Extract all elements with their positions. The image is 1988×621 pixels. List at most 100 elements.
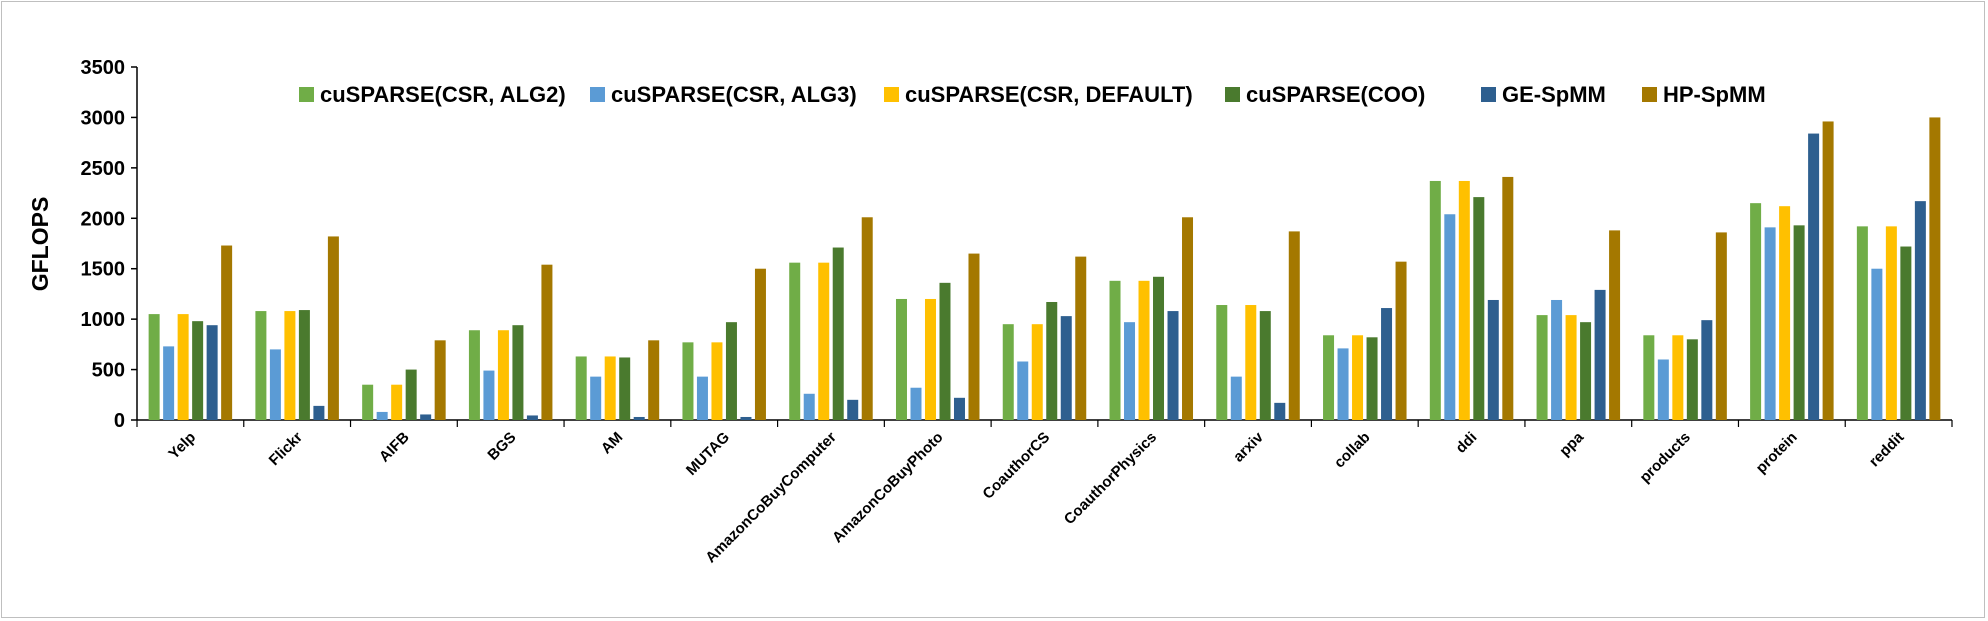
x-tick-label: CoauthorPhysics — [1061, 429, 1160, 528]
y-tick-label: 2000 — [81, 208, 126, 230]
bar-AmazonCoBuyPhoto-1 — [910, 387, 922, 420]
bar-BGS-1 — [483, 370, 495, 420]
bar-MUTAG-1 — [696, 376, 708, 420]
y-axis-ticks: 0 500 1000 1500 2000 2500 3000 3500 — [81, 57, 137, 432]
bar-ddi-4 — [1487, 299, 1499, 420]
x-tick-label: products — [1637, 429, 1694, 486]
bar-CoauthorPhysics-3 — [1153, 276, 1165, 420]
bar-AIFB-1 — [376, 411, 388, 420]
bar-collab-3 — [1366, 337, 1378, 420]
bar-BGS-0 — [468, 330, 480, 420]
x-tick-label: ddi — [1452, 429, 1480, 457]
bar-arxiv-4 — [1274, 402, 1286, 420]
legend-label: cuSPARSE(COO) — [1246, 82, 1425, 107]
bar-ddi-0 — [1429, 180, 1441, 420]
bar-AmazonCoBuyPhoto-3 — [939, 282, 951, 420]
bar-AmazonCoBuyComputer-2 — [818, 262, 830, 420]
legend-label: GE-SpMM — [1502, 82, 1606, 107]
x-tick-label: AM — [598, 429, 627, 458]
bar-BGS-3 — [512, 325, 524, 420]
x-tick-label: CoauthorCS — [979, 429, 1053, 503]
bar-ddi-3 — [1473, 197, 1485, 420]
bar-arxiv-5 — [1288, 231, 1300, 420]
bar-Yelp-3 — [192, 321, 204, 420]
y-tick-label: 500 — [92, 360, 125, 382]
bar-CoauthorPhysics-2 — [1138, 280, 1150, 420]
y-tick-label: 3000 — [81, 107, 126, 129]
bar-protein-2 — [1779, 206, 1791, 420]
bar-Yelp-4 — [206, 325, 218, 420]
x-tick-label: Flickr — [266, 429, 306, 469]
bar-AIFB-2 — [391, 384, 403, 420]
bar-MUTAG-5 — [754, 268, 766, 420]
y-tick-label: 0 — [114, 410, 125, 432]
bar-Flickr-2 — [284, 311, 296, 420]
y-tick-label: 2500 — [81, 158, 126, 180]
bar-AmazonCoBuyPhoto-4 — [953, 397, 965, 420]
legend-swatch — [590, 87, 605, 102]
bar-ddi-2 — [1458, 180, 1470, 420]
bar-CoauthorCS-4 — [1060, 316, 1072, 420]
bar-Yelp-0 — [148, 314, 160, 420]
bar-protein-5 — [1822, 121, 1834, 420]
bar-MUTAG-0 — [682, 342, 694, 420]
bar-Flickr-1 — [269, 349, 281, 420]
bar-arxiv-1 — [1230, 376, 1242, 420]
bar-CoauthorCS-3 — [1046, 301, 1058, 420]
bar-reddit-4 — [1914, 201, 1926, 420]
bar-ddi-5 — [1502, 176, 1514, 420]
bar-products-4 — [1701, 320, 1713, 420]
bar-collab-2 — [1352, 335, 1364, 420]
bar-AmazonCoBuyPhoto-2 — [924, 298, 936, 420]
legend-label: cuSPARSE(CSR, DEFAULT) — [905, 82, 1193, 107]
x-tick-label: AIFB — [376, 429, 413, 466]
bar-collab-4 — [1381, 308, 1393, 420]
bar-ddi-1 — [1444, 214, 1456, 420]
legend-swatch — [1481, 87, 1496, 102]
legend-swatch — [884, 87, 899, 102]
bar-reddit-5 — [1929, 117, 1941, 420]
bar-AmazonCoBuyComputer-3 — [832, 247, 844, 420]
bar-reddit-3 — [1900, 246, 1912, 420]
x-tick-label: arxiv — [1230, 428, 1267, 465]
bar-protein-3 — [1793, 225, 1805, 420]
y-axis-label: GFLOPS — [27, 197, 53, 292]
bars — [148, 117, 1941, 420]
bar-ppa-0 — [1536, 315, 1548, 420]
bar-CoauthorCS-2 — [1031, 324, 1043, 420]
bar-CoauthorPhysics-5 — [1182, 217, 1194, 420]
bar-AmazonCoBuyPhoto-0 — [895, 298, 907, 420]
x-tick-label: MUTAG — [683, 429, 733, 479]
x-tick-label: ppa — [1556, 428, 1587, 459]
bar-products-2 — [1672, 335, 1684, 420]
bar-products-1 — [1657, 359, 1669, 420]
bar-CoauthorPhysics-0 — [1109, 280, 1121, 420]
bar-protein-1 — [1764, 227, 1776, 420]
bar-AmazonCoBuyComputer-5 — [861, 217, 873, 420]
legend-label: cuSPARSE(CSR, ALG2) — [320, 82, 566, 107]
bar-ppa-3 — [1580, 322, 1592, 420]
bar-AM-0 — [575, 356, 587, 420]
bar-reddit-2 — [1885, 226, 1897, 420]
bar-CoauthorPhysics-1 — [1124, 322, 1136, 420]
bar-ppa-4 — [1594, 289, 1606, 420]
legend: cuSPARSE(CSR, ALG2) cuSPARSE(CSR, ALG3) cu… — [299, 82, 1766, 107]
y-tick-label: 1000 — [81, 309, 126, 331]
bar-MUTAG-3 — [725, 322, 737, 420]
bar-collab-5 — [1395, 261, 1407, 420]
bar-CoauthorCS-0 — [1002, 324, 1014, 420]
x-tick-label: reddit — [1866, 429, 1907, 470]
x-tick-label: BGS — [484, 429, 519, 464]
bar-AmazonCoBuyComputer-0 — [789, 262, 801, 420]
bar-AIFB-4 — [420, 414, 432, 420]
bar-AM-1 — [590, 376, 602, 420]
bar-reddit-1 — [1871, 268, 1883, 420]
bar-arxiv-3 — [1259, 311, 1271, 420]
bar-collab-1 — [1337, 348, 1349, 420]
x-tick-label: AmazonCoBuyPhoto — [829, 429, 947, 547]
bar-AmazonCoBuyPhoto-5 — [968, 253, 980, 420]
bar-AM-3 — [619, 357, 631, 420]
bar-protein-4 — [1808, 133, 1820, 420]
